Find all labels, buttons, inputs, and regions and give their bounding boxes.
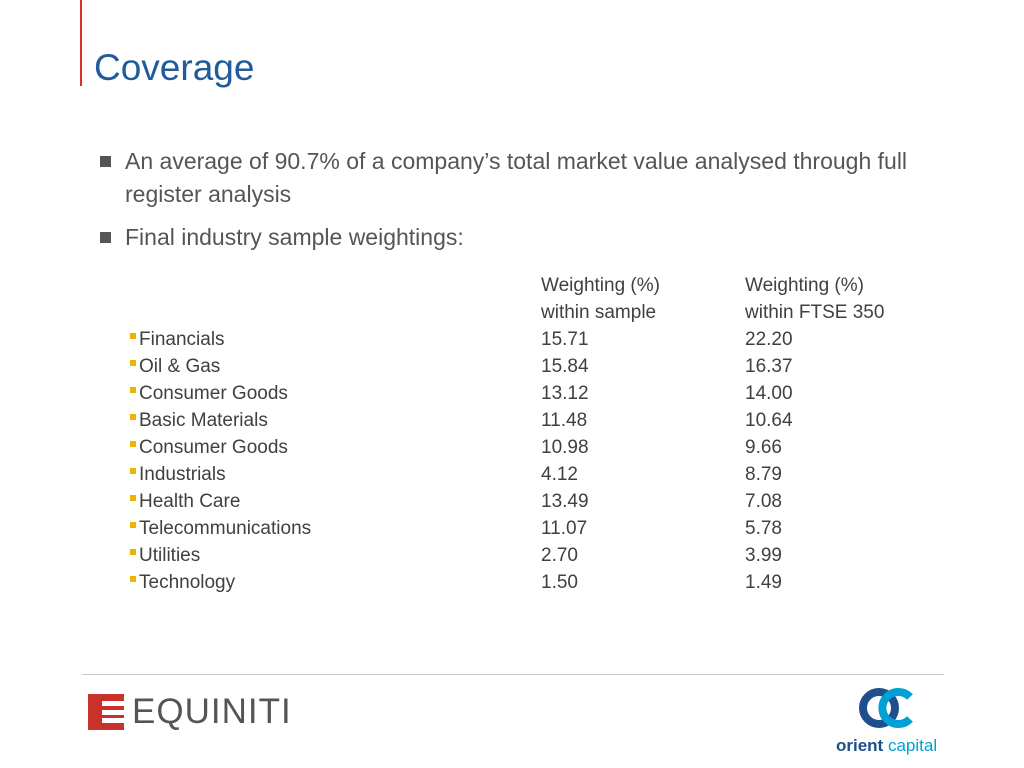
title-accent-rule [80,0,82,86]
yellow-square-bullet-icon [130,441,136,447]
ftse-weighting: 16.37 [745,356,793,377]
table-row: Health Care 13.49 7.08 [130,488,930,515]
sample-weighting: 11.07 [541,518,588,539]
orient-capital-logo: orient capital [836,684,940,760]
industry-name: Telecommunications [139,518,312,539]
industry-name: Technology [139,572,236,593]
ftse-weighting: 22.20 [745,329,793,350]
ftse-weighting: 1.49 [745,572,782,593]
bullet-list: An average of 90.7% of a company’s total… [100,145,920,264]
slide-title: Coverage [94,47,255,88]
sample-weighting: 13.12 [541,383,589,404]
industry-name: Basic Materials [139,410,268,431]
industry-name: Consumer Goods [139,383,288,404]
square-bullet-icon [100,232,111,243]
orient-capital-rings-icon [859,688,913,728]
yellow-square-bullet-icon [130,414,136,420]
ftse-weighting: 9.66 [745,437,782,458]
table-row: Industrials 4.12 8.79 [130,461,930,488]
yellow-square-bullet-icon [130,387,136,393]
ftse-weighting: 5.78 [745,518,782,539]
yellow-square-bullet-icon [130,522,136,528]
table-header-row: Weighting (%) Weighting (%) [130,272,930,299]
sample-weighting: 13.49 [541,491,589,512]
header-ftse-line1: Weighting (%) [745,275,864,296]
weightings-table: Weighting (%) Weighting (%) within sampl… [130,272,930,596]
sample-weighting: 15.71 [541,329,589,350]
equiniti-logo: EQUINITI [88,694,292,730]
yellow-square-bullet-icon [130,333,136,339]
sample-weighting: 15.84 [541,356,589,377]
sample-weighting: 10.98 [541,437,589,458]
table-row: Oil & Gas 15.84 16.37 [130,353,930,380]
ftse-weighting: 14.00 [745,383,793,404]
equiniti-mark-icon [88,694,124,730]
table-row: Technology 1.50 1.49 [130,569,930,596]
yellow-square-bullet-icon [130,576,136,582]
table-row: Telecommunications 11.07 5.78 [130,515,930,542]
sample-weighting: 2.70 [541,545,578,566]
industry-name: Financials [139,329,225,350]
yellow-square-bullet-icon [130,360,136,366]
capital-word: capital [887,736,938,755]
orient-word: orient [836,736,884,755]
industry-name: Oil & Gas [139,356,221,377]
industry-name: Industrials [139,464,226,485]
sample-weighting: 11.48 [541,410,588,431]
footer-divider [82,674,944,675]
yellow-square-bullet-icon [130,468,136,474]
table-row: Financials 15.71 22.20 [130,326,930,353]
bullet-text: Final industry sample weightings: [125,224,464,250]
square-bullet-icon [100,156,111,167]
header-sample-line2: within sample [541,302,657,323]
table-row: Consumer Goods 13.12 14.00 [130,380,930,407]
ftse-weighting: 7.08 [745,491,782,512]
ftse-weighting: 3.99 [745,545,782,566]
sample-weighting: 1.50 [541,572,578,593]
table-header-row: within sample within FTSE 350 [130,299,930,326]
ftse-weighting: 10.64 [745,410,793,431]
ftse-weighting: 8.79 [745,464,782,485]
industry-name: Utilities [139,545,201,566]
bullet-text: An average of 90.7% of a company’s total… [125,148,908,207]
bullet-item: Final industry sample weightings: [100,221,920,254]
table-row: Basic Materials 11.48 10.64 [130,407,930,434]
yellow-square-bullet-icon [130,495,136,501]
orient-capital-wordmark: orient capital [836,736,937,756]
table-row: Consumer Goods 10.98 9.66 [130,434,930,461]
bullet-item: An average of 90.7% of a company’s total… [100,145,920,211]
table-row: Utilities 2.70 3.99 [130,542,930,569]
industry-name: Consumer Goods [139,437,288,458]
sample-weighting: 4.12 [541,464,578,485]
header-sample-line1: Weighting (%) [541,275,660,296]
header-ftse-line2: within FTSE 350 [745,302,885,323]
industry-name: Health Care [139,491,241,512]
yellow-square-bullet-icon [130,549,136,555]
equiniti-wordmark: EQUINITI [132,692,292,731]
